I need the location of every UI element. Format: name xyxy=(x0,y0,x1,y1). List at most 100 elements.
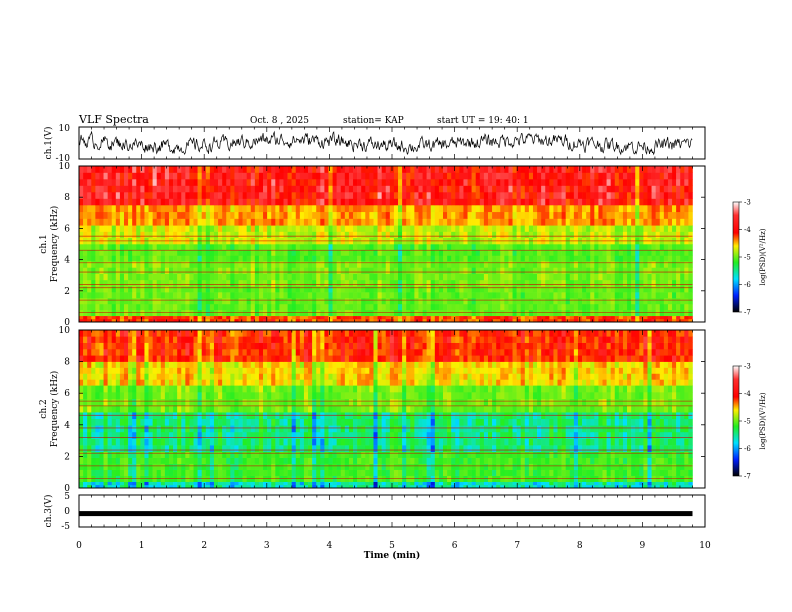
spectrogram-cell xyxy=(639,469,644,476)
spectrogram-cell xyxy=(553,267,558,274)
spectrogram-cell xyxy=(312,249,317,256)
spectrogram-cell xyxy=(430,261,436,268)
spectrogram-cell xyxy=(197,318,202,323)
spectrogram-cell xyxy=(91,255,96,262)
spectrogram-cell xyxy=(287,481,292,486)
spectrogram-cell xyxy=(373,192,378,199)
spectrogram-cell xyxy=(443,451,448,458)
spectrogram-cell xyxy=(389,179,395,186)
spectrogram-cell xyxy=(655,318,661,323)
spectrogram-cell xyxy=(541,179,546,186)
spectrogram-cell xyxy=(111,231,117,239)
spectrogram-cell xyxy=(218,244,223,251)
spectrogram-cell xyxy=(402,205,407,213)
spectrogram-cell xyxy=(303,451,309,458)
spectrogram-cell xyxy=(545,469,550,476)
spectrogram-cell xyxy=(128,267,133,274)
spectrogram-cell xyxy=(586,261,591,268)
spectrogram-cell xyxy=(164,279,170,287)
spectrogram-cell xyxy=(95,273,100,281)
spectrogram-cell xyxy=(128,292,133,299)
spectrogram-cell xyxy=(140,166,145,173)
spectrogram-cell xyxy=(549,463,554,470)
spectrogram-cell xyxy=(332,244,337,251)
spectrogram-cell xyxy=(128,279,133,287)
spectrogram-cell xyxy=(451,211,456,219)
spectrogram-cell xyxy=(622,172,628,180)
spectrogram-cell xyxy=(602,463,607,470)
spectrogram-cell xyxy=(312,218,317,226)
spectrogram-cell xyxy=(357,484,362,489)
spectrogram-cell xyxy=(144,166,149,173)
spectrogram-cell xyxy=(573,185,579,193)
spectrogram-cell xyxy=(463,315,468,320)
spectrogram-cell xyxy=(193,297,198,305)
spectrogram-cell xyxy=(324,279,329,287)
spectrogram-cell xyxy=(381,255,387,262)
spectrogram-cell xyxy=(483,303,489,311)
spectrogram-cell xyxy=(385,292,391,299)
spectrogram-cell xyxy=(573,286,579,293)
spectrogram-cell xyxy=(524,218,530,226)
spectrogram-cell xyxy=(328,273,333,281)
spectrogram-cell xyxy=(299,481,305,486)
spectrogram-cell xyxy=(254,261,260,268)
spectrogram-cell xyxy=(414,297,419,305)
spectrogram-cell xyxy=(672,172,677,180)
spectrogram-cell xyxy=(271,244,276,251)
spectrogram-cell xyxy=(132,303,137,311)
spectrogram-cell xyxy=(381,292,387,299)
spectrogram-cell xyxy=(242,273,247,281)
spectrogram-cell xyxy=(271,463,276,470)
spectrogram-cell xyxy=(622,469,628,476)
spectrogram-cell xyxy=(316,303,321,311)
spectrogram-cell xyxy=(381,179,387,186)
spectrogram-cell xyxy=(410,303,415,311)
spectrogram-cell xyxy=(586,315,591,320)
spectrogram-cell xyxy=(496,286,501,293)
spectrogram-cell xyxy=(487,297,493,305)
spectrogram-cell xyxy=(434,166,440,173)
spectrogram-cell xyxy=(598,205,603,213)
spectrogram-cell xyxy=(389,273,395,281)
spectrogram-cell xyxy=(651,451,656,458)
spectrogram-cell xyxy=(246,292,252,299)
spectrogram-cell xyxy=(377,469,382,476)
spectrogram-cell xyxy=(573,267,579,274)
spectrogram-cell xyxy=(594,172,599,180)
spectrogram-cell xyxy=(365,469,370,476)
spectrogram-cell xyxy=(500,315,505,320)
spectrogram-cell xyxy=(618,451,624,458)
spectrogram-cell xyxy=(91,315,96,320)
spectrogram-cell xyxy=(185,198,190,206)
spectrogram-cell xyxy=(635,273,640,281)
spectrogram-cell xyxy=(287,292,292,299)
spectrogram-cell xyxy=(332,286,337,293)
spectrogram-cell xyxy=(528,198,534,206)
spectrogram-cell xyxy=(598,279,603,287)
spectrogram-cell xyxy=(226,179,231,186)
spectrogram-cell xyxy=(168,244,174,251)
spectrogram-cell xyxy=(164,451,170,458)
spectrogram-cell xyxy=(553,469,558,476)
spectrogram-cell xyxy=(496,303,501,311)
spectrogram-cell xyxy=(647,255,652,262)
spectrogram-cell xyxy=(336,198,342,206)
spectrogram-cell xyxy=(226,318,231,323)
spectrogram-cell xyxy=(471,297,477,305)
spectrogram-cell xyxy=(602,255,607,262)
spectrogram-cell xyxy=(565,481,571,486)
spectrogram-cell xyxy=(463,244,468,251)
spectrogram-cell xyxy=(123,481,129,486)
spectrogram-cell xyxy=(193,225,198,232)
spectrogram-cell xyxy=(549,303,554,311)
spectrogram-cell xyxy=(537,292,542,299)
spectrogram-cell xyxy=(373,279,378,287)
spectrogram-cell xyxy=(312,463,317,470)
spectrogram-cell xyxy=(218,457,223,464)
spectrogram-cell xyxy=(410,231,415,239)
spectrogram-cell xyxy=(373,273,378,281)
spectrogram-cell xyxy=(295,211,301,219)
spectrogram-cell xyxy=(434,279,440,287)
spectrogram-cell xyxy=(643,198,648,206)
